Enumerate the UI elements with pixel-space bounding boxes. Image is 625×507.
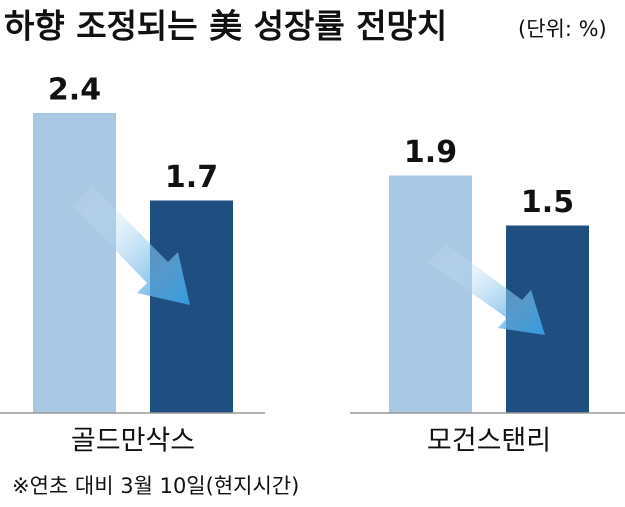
note: ※연초 대비 3월 10일(현지시간) <box>12 474 299 498</box>
arrow <box>428 244 545 335</box>
value-label: 1.5 <box>521 185 574 220</box>
bar <box>389 175 472 413</box>
plot <box>33 113 589 413</box>
chart-title: 하향 조정되는 美 성장률 전망치 <box>4 7 447 46</box>
bar <box>150 200 233 413</box>
bar <box>33 113 116 413</box>
value-label: 2.4 <box>48 73 101 108</box>
value-label: 1.9 <box>404 135 457 170</box>
arrow <box>72 185 190 305</box>
arrows <box>72 185 545 335</box>
value-label: 1.7 <box>165 160 218 195</box>
chart-subtitle: (단위: %) <box>518 17 607 41</box>
x-tick-label: 모건스탠리 <box>427 426 551 457</box>
x-tick-label: 골드만삭스 <box>71 426 195 457</box>
